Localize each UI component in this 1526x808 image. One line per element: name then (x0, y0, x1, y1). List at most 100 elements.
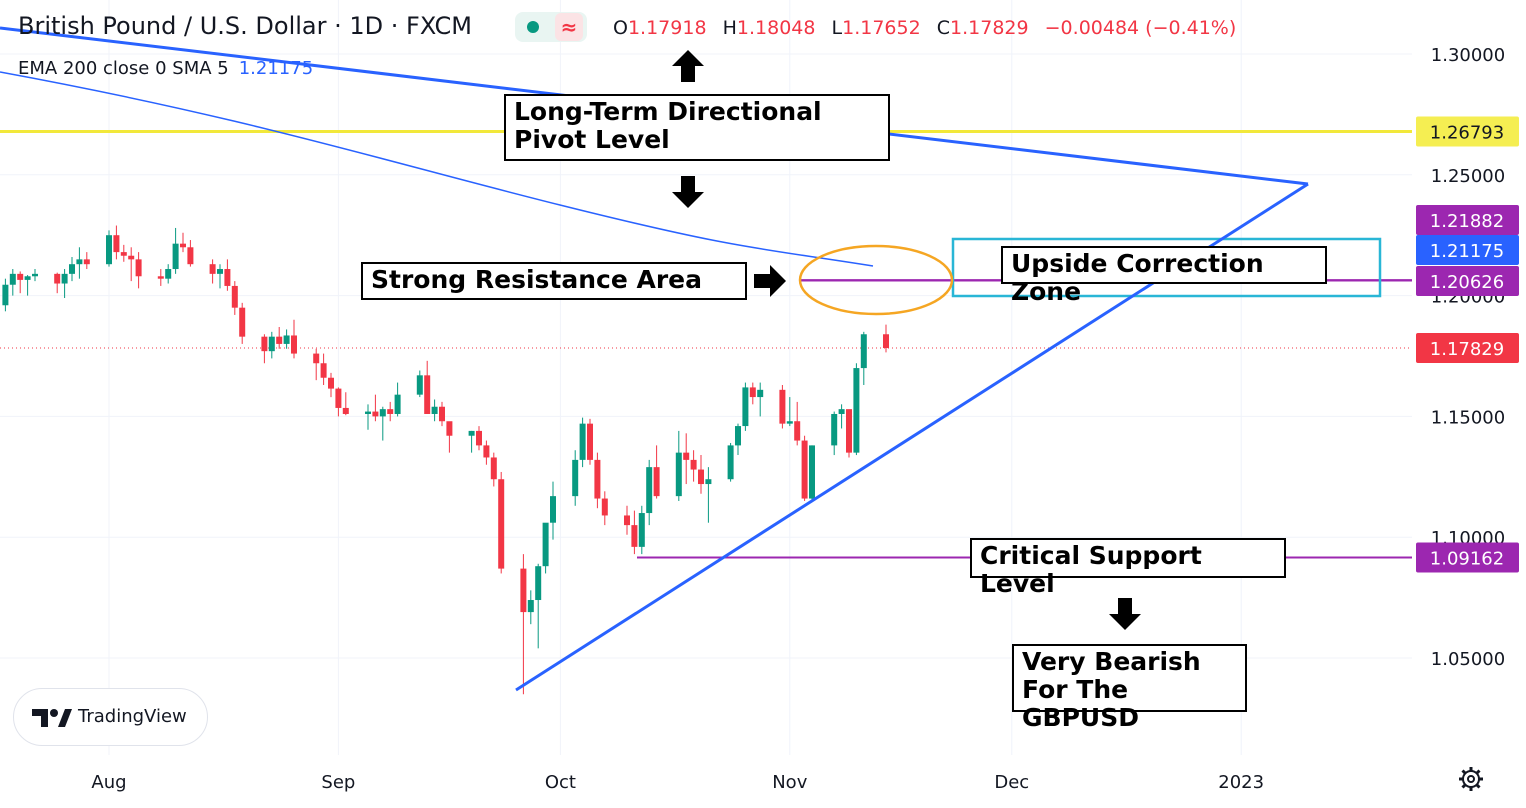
candle-body (498, 479, 505, 569)
candle-body (157, 276, 164, 279)
gear-icon[interactable] (1458, 766, 1484, 792)
candle-body (379, 409, 386, 417)
low-value: 1.17652 (842, 17, 921, 39)
arrow-down-icon (1109, 598, 1141, 630)
candle-body (853, 368, 860, 453)
candle-body (268, 336, 275, 352)
price-tick-label: 1.05000 (1431, 649, 1505, 670)
arrow-down-icon (672, 176, 704, 208)
price-tag-upper-zone (1416, 205, 1519, 235)
candle-body (727, 445, 734, 480)
candle-body (601, 498, 608, 516)
candle-body (231, 285, 238, 308)
candle-body (831, 413, 838, 446)
price-tag-label: 1.17829 (1430, 339, 1504, 360)
candle-body (646, 467, 653, 514)
pivot-annotation: Long-Term Directional Pivot Level (504, 94, 890, 161)
open-value: 1.17918 (627, 17, 707, 39)
price-axis: 1.300001.250001.200001.150001.100001.050… (91, 45, 1519, 793)
candle-body (365, 411, 371, 414)
symbol-title[interactable]: British Pound / U.S. Dollar · 1D · FXCM (18, 12, 472, 40)
candle-body (794, 421, 801, 441)
candle-body (883, 334, 889, 349)
candle-body (283, 335, 290, 344)
candle-body (276, 336, 283, 344)
price-tag-support (1416, 542, 1519, 573)
candle-body (313, 353, 320, 364)
candle-body (757, 389, 764, 398)
ema-line (0, 71, 874, 267)
candle-body (779, 389, 786, 424)
arrow-right-icon (754, 265, 786, 297)
time-tick-label: Nov (772, 772, 807, 793)
market-status-badge[interactable]: ≈ (515, 12, 587, 42)
candle-body (801, 440, 808, 499)
price-tag-label: 1.21175 (1430, 241, 1504, 262)
price-tag-pivot (1416, 116, 1519, 147)
candle-body (180, 243, 186, 248)
resistance-annotation: Strong Resistance Area (361, 262, 747, 300)
candle-body (113, 235, 120, 253)
candle-body (520, 568, 527, 613)
candle-body (209, 264, 216, 274)
price-tag-last (1416, 333, 1519, 364)
candle-body (550, 496, 556, 523)
candle-body (120, 252, 127, 256)
candle-body (690, 459, 697, 470)
candle-body (631, 525, 638, 547)
candle-body (328, 377, 334, 389)
time-tick-label: 2023 (1218, 772, 1264, 793)
candle-body (128, 255, 135, 260)
candle-body (742, 387, 749, 427)
candle-body (106, 235, 112, 265)
indicator-legend[interactable]: EMA 200 close 0 SMA 5 1.21175 (18, 58, 313, 79)
indicator-name: EMA 200 close 0 SMA 5 (18, 58, 229, 79)
correction-annotation: Upside Correction Zone (1001, 246, 1327, 306)
high-value: 1.18048 (736, 17, 816, 39)
candle-body (705, 479, 712, 485)
candle-body (735, 426, 741, 446)
candle-body (594, 459, 601, 499)
candle-body (239, 307, 246, 337)
candle-body (387, 409, 394, 414)
approx-icon: ≈ (555, 13, 583, 41)
candle-body (446, 421, 453, 436)
close-label: C (936, 17, 951, 39)
candle-body (135, 259, 142, 277)
candle-body (217, 269, 223, 274)
candle-body (320, 363, 327, 378)
candle-body (291, 335, 297, 354)
close-value: 1.17829 (950, 17, 1029, 39)
time-tick-label: Dec (994, 772, 1029, 793)
candle-body (9, 273, 16, 285)
candle-body (542, 522, 549, 567)
candle-body (483, 445, 490, 458)
ohlc-readout: O1.17918 H1.18048 L1.17652 C1.17829 −0.0… (613, 17, 1236, 39)
high-label: H (722, 17, 737, 39)
candle-body (24, 276, 31, 280)
tradingview-logo[interactable]: TradingView (13, 688, 208, 746)
price-tag-label: 1.09162 (1430, 548, 1504, 569)
price-tag-ema (1416, 235, 1519, 265)
price-levels (0, 129, 1412, 559)
price-tag-label: 1.20626 (1430, 272, 1504, 293)
status-dot-icon (527, 21, 539, 33)
resistance-ellipse (798, 244, 954, 316)
low-label: L (831, 17, 843, 39)
bearish-annotation: Very Bearish For The GBPUSD (1012, 644, 1247, 732)
candle-body (846, 409, 852, 453)
support-annotation: Critical Support Level (970, 538, 1286, 598)
candles (2, 225, 889, 695)
candle-body (653, 467, 660, 497)
candle-body (2, 284, 9, 306)
candle-body (749, 387, 756, 398)
candle-body (490, 457, 497, 480)
candle-body (165, 269, 172, 279)
candle-body (572, 459, 579, 497)
price-tick-label: 1.15000 (1431, 407, 1505, 428)
candle-body (32, 273, 38, 277)
candle-body (372, 411, 379, 417)
indicator-value: 1.21175 (238, 58, 314, 79)
correction-zone-box (951, 237, 1382, 298)
